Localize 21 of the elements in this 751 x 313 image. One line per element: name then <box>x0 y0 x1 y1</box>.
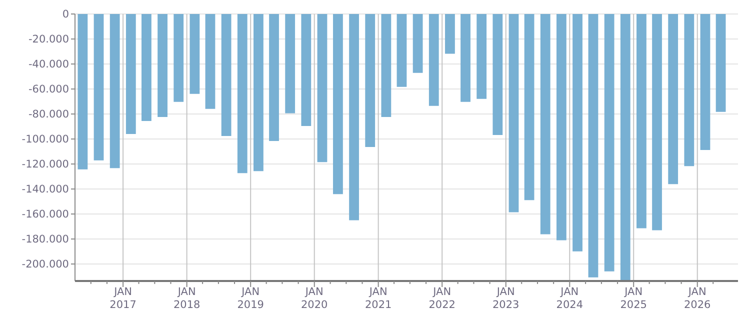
y-tick-label: 0 <box>62 8 69 21</box>
y-tick-label: -200.000 <box>22 258 69 271</box>
y-tick-label: -80.000 <box>28 108 69 121</box>
y-tick-label: -60.000 <box>28 84 69 96</box>
y-tick-label: -120.000 <box>22 158 69 171</box>
y-tick-label: -20.000 <box>28 34 69 46</box>
x-tick-label: JAN 2017 <box>110 286 136 311</box>
x-tick-label: JAN 2019 <box>237 286 264 311</box>
x-tick-label: JAN 2024 <box>556 286 584 311</box>
y-tick-label: -140.000 <box>22 184 69 196</box>
x-tick-label: JAN 2026 <box>684 286 712 311</box>
y-tick-label: -160.000 <box>22 208 69 221</box>
x-tick-label: JAN 2020 <box>301 286 328 311</box>
y-tick-label: -40.000 <box>28 58 69 71</box>
x-tick-label: JAN 2023 <box>492 286 520 311</box>
x-tick-label: JAN 2025 <box>620 286 647 311</box>
x-tick-label: JAN 2018 <box>173 286 200 311</box>
x-tick-label: JAN 2021 <box>364 286 392 311</box>
y-tick-label: -100.000 <box>22 134 69 146</box>
x-tick-label: JAN 2022 <box>428 286 456 311</box>
y-tick-label: -180.000 <box>22 234 69 246</box>
